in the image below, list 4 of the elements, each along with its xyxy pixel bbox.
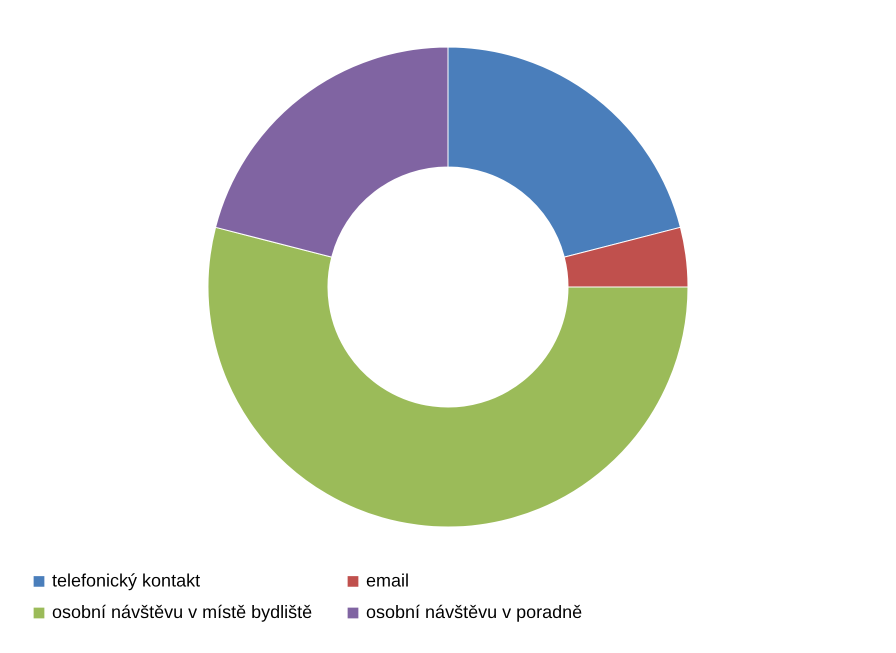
legend-label: osobní návštěvu v poradně	[366, 602, 582, 622]
legend-label: osobní návštěvu v místě bydliště	[52, 602, 312, 622]
legend-label: email	[366, 570, 410, 590]
legend-label: telefonický kontakt	[52, 570, 200, 590]
